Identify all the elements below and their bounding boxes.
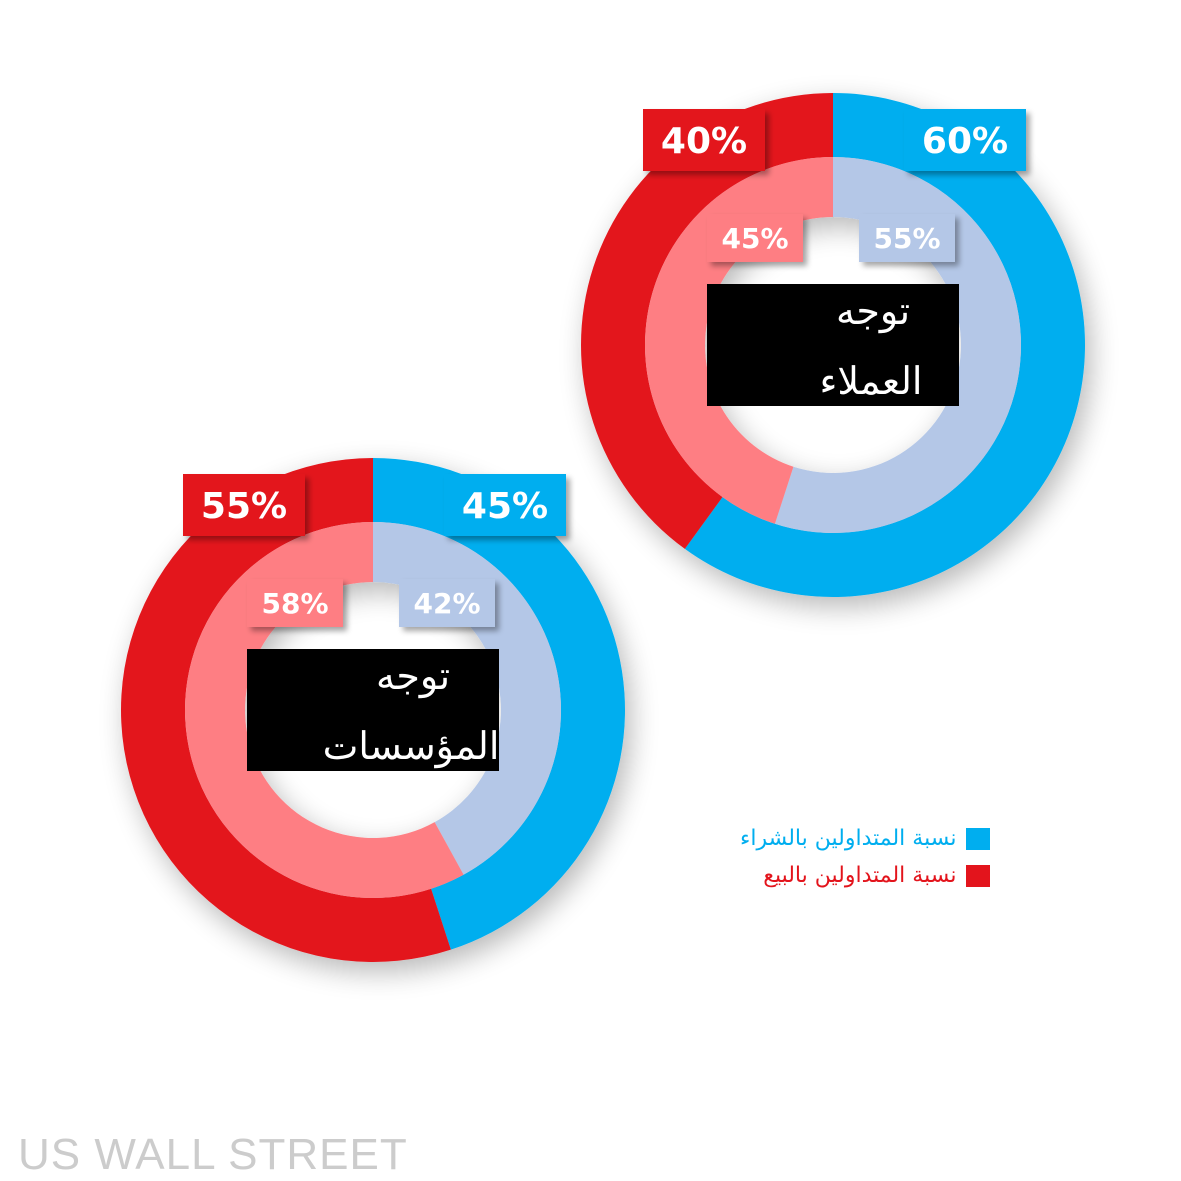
center-title-line-2: المؤسسات [323,724,500,769]
inner-label-sell: 45% [721,222,788,255]
outer-tag-sell: 40% [643,109,765,171]
inner-tag-buy: 55% [859,214,955,262]
inner-tag-box-sell [707,214,803,262]
inner-slice-buy [373,522,561,875]
center-title-box [707,284,959,406]
legend-item-sell: نسبة المتداولين بالبيع [740,863,991,888]
inner-tag-buy: 42% [399,579,495,627]
outer-tag-box-sell [643,109,765,171]
outer-tag-sell: 55% [183,474,305,536]
inner-label-sell: 58% [261,587,328,620]
donut-rings [581,93,1085,597]
legend-label-sell: نسبة المتداولين بالبيع [763,863,957,888]
outer-tag-box-buy [904,109,1026,171]
donut-institutions: توجه المؤسسات 45% 55% 42% 58% [121,458,626,962]
outer-tag-buy: 45% [444,474,566,536]
inner-tag-box-sell [247,579,343,627]
inner-tag-box-buy [399,579,495,627]
inner-slice-sell [644,157,833,524]
watermark: US WALL STREET [18,1130,408,1179]
legend-item-buy: نسبة المتداولين بالشراء [740,826,991,851]
outer-tag-box-buy [444,474,566,536]
legend-label-buy: نسبة المتداولين بالشراء [740,826,957,851]
inner-tag-sell: 58% [247,579,343,627]
inner-label-buy: 42% [413,587,480,620]
outer-label-buy: 60% [922,121,1008,162]
legend: نسبة المتداولين بالشراء نسبة المتداولين … [740,826,991,900]
outer-slice-buy [373,458,626,950]
inner-slice-buy [774,157,1021,533]
outer-slice-sell [121,458,451,962]
center-title-line-2: العملاء [820,359,923,403]
inner-tag-box-buy [859,214,955,262]
donut-clients: توجه العملاء 60% 40% 55% 45% [581,93,1085,597]
inner-label-buy: 55% [873,222,940,255]
center-title-line-1: توجه [836,289,910,334]
outer-slice-buy [684,93,1085,597]
outer-label-sell: 55% [201,486,287,527]
center-title-line-1: توجه [376,654,450,699]
inner-tag-sell: 45% [707,214,803,262]
legend-swatch-buy [966,827,991,850]
center-title-box [247,649,499,771]
legend-swatch-sell [966,864,991,887]
outer-tag-box-sell [183,474,305,536]
outer-slice-sell [581,93,833,549]
outer-label-sell: 40% [661,121,747,162]
outer-tag-buy: 60% [904,109,1026,171]
outer-label-buy: 45% [462,486,548,527]
